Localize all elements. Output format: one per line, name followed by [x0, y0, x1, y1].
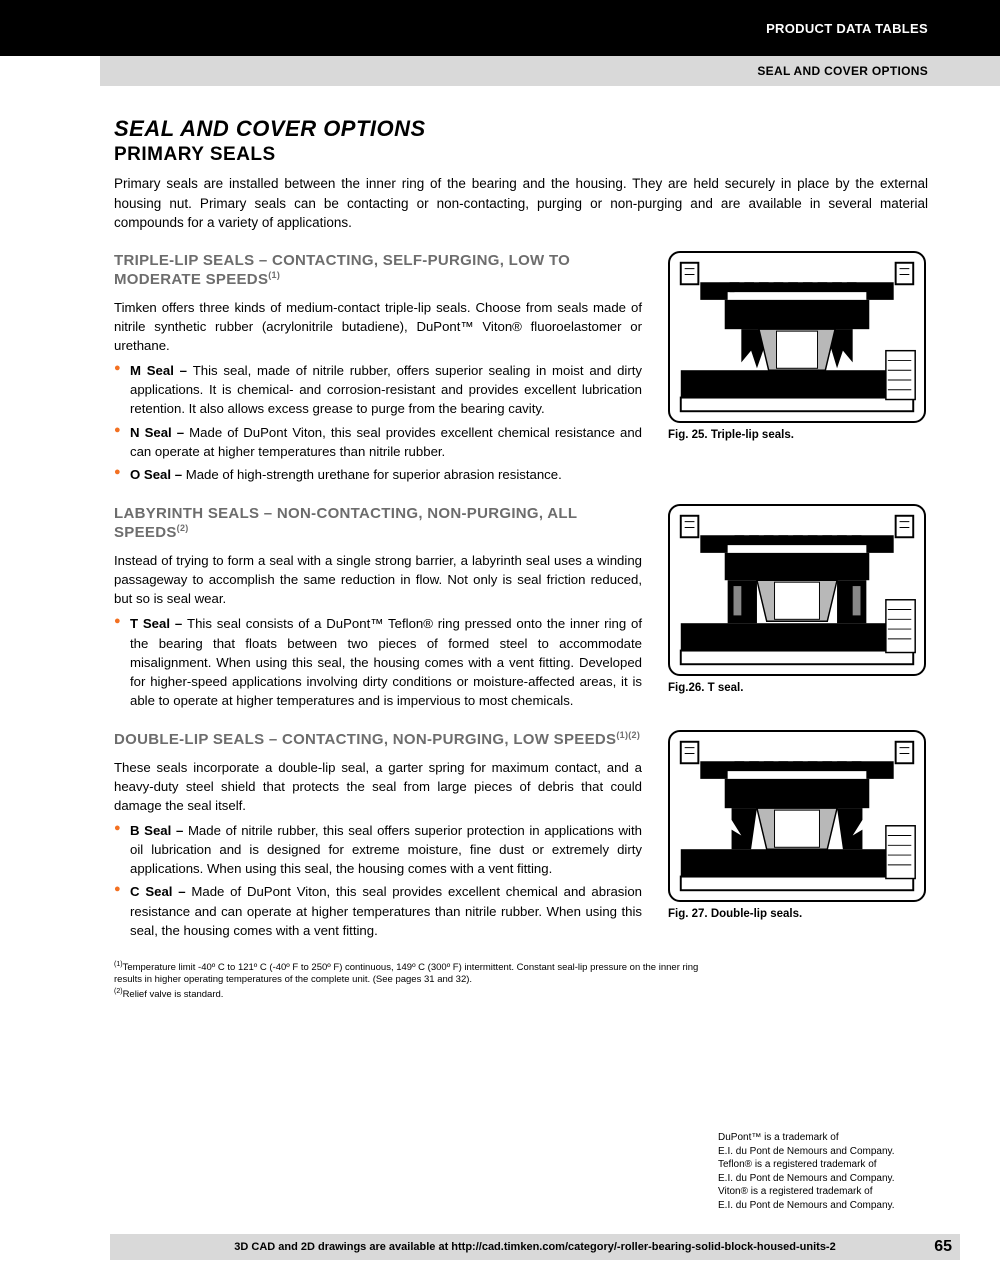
page-content: SEAL AND COVER OPTIONS PRIMARY SEALS Pri…	[0, 86, 1000, 1001]
section-body: These seals incorporate a double-lip sea…	[114, 758, 642, 815]
list-item: O Seal – Made of high-strength urethane …	[130, 465, 642, 484]
page-title: SEAL AND COVER OPTIONS	[114, 116, 928, 142]
section-body: Timken offers three kinds of medium-cont…	[114, 298, 642, 355]
list-item: C Seal – Made of DuPont Viton, this seal…	[130, 882, 642, 939]
header-product: PRODUCT DATA TABLES	[766, 21, 928, 36]
header-black-bar: PRODUCT DATA TABLES	[0, 0, 1000, 56]
figure-26	[668, 504, 926, 676]
header-grey-bar: SEAL AND COVER OPTIONS	[100, 56, 1000, 86]
section-heading: DOUBLE-LIP SEALS – CONTACTING, NON-PURGI…	[114, 730, 642, 750]
section-heading: TRIPLE-LIP SEALS – CONTACTING, SELF-PURG…	[114, 251, 642, 290]
header-section: SEAL AND COVER OPTIONS	[757, 64, 928, 78]
figure-caption: Fig. 25. Triple-lip seals.	[668, 429, 928, 441]
footnotes: (1)Temperature limit -40º C to 121º C (-…	[114, 960, 714, 1001]
list-item: N Seal – Made of DuPont Viton, this seal…	[130, 423, 642, 461]
trademark-notice: DuPont™ is a trademark of E.I. du Pont d…	[718, 1131, 928, 1212]
figure-caption: Fig. 27. Double-lip seals.	[668, 908, 928, 920]
page-number: 65	[934, 1238, 952, 1256]
list-item: B Seal – Made of nitrile rubber, this se…	[130, 821, 642, 878]
bullet-list: B Seal – Made of nitrile rubber, this se…	[114, 821, 642, 940]
figure-25	[668, 251, 926, 423]
figure-caption: Fig.26. T seal.	[668, 682, 928, 694]
section-labyrinth: LABYRINTH SEALS – NON-CONTACTING, NON-PU…	[114, 504, 928, 714]
footer-bar: 3D CAD and 2D drawings are available at …	[110, 1234, 960, 1260]
section-double-lip: DOUBLE-LIP SEALS – CONTACTING, NON-PURGI…	[114, 730, 928, 944]
section-body: Instead of trying to form a seal with a …	[114, 551, 642, 608]
bullet-list: M Seal – This seal, made of nitrile rubb…	[114, 361, 642, 484]
intro-paragraph: Primary seals are installed between the …	[114, 174, 928, 233]
figure-27	[668, 730, 926, 902]
bullet-list: T Seal – This seal consists of a DuPont™…	[114, 614, 642, 710]
section-heading: LABYRINTH SEALS – NON-CONTACTING, NON-PU…	[114, 504, 642, 543]
list-item: M Seal – This seal, made of nitrile rubb…	[130, 361, 642, 418]
list-item: T Seal – This seal consists of a DuPont™…	[130, 614, 642, 710]
page-subtitle: PRIMARY SEALS	[114, 144, 928, 166]
footer-text: 3D CAD and 2D drawings are available at …	[234, 1241, 835, 1253]
section-triple-lip: TRIPLE-LIP SEALS – CONTACTING, SELF-PURG…	[114, 251, 928, 488]
